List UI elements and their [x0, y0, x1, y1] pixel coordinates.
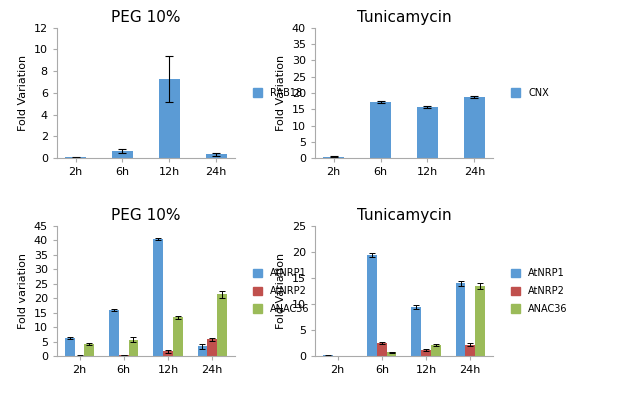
Bar	[411, 307, 421, 356]
Title: Tunicamycin: Tunicamycin	[356, 208, 451, 223]
Bar	[421, 350, 431, 356]
Bar	[207, 339, 217, 356]
Title: PEG 10%: PEG 10%	[111, 208, 181, 223]
Bar	[377, 343, 387, 356]
Title: Tunicamycin: Tunicamycin	[356, 10, 451, 25]
Bar	[119, 355, 129, 356]
Bar	[205, 154, 227, 158]
Bar	[154, 239, 163, 356]
Bar	[85, 344, 94, 356]
Legend: AtNRP1, AtNRP2, ANAC36: AtNRP1, AtNRP2, ANAC36	[248, 265, 313, 318]
Legend: CNX: CNX	[507, 84, 553, 102]
Bar	[217, 294, 227, 356]
Y-axis label: Fold variation: Fold variation	[18, 253, 28, 329]
Legend: AtNRP1, AtNRP2, ANAC36: AtNRP1, AtNRP2, ANAC36	[507, 265, 571, 318]
Bar	[323, 156, 344, 158]
Bar	[456, 284, 465, 356]
Bar	[109, 310, 119, 356]
Bar	[465, 345, 475, 356]
Bar	[163, 352, 173, 356]
Bar	[464, 97, 485, 158]
Bar	[129, 340, 138, 356]
Bar	[159, 79, 180, 158]
Bar	[65, 338, 75, 356]
Legend: RAB18: RAB18	[248, 84, 306, 102]
Bar	[475, 286, 485, 356]
Bar	[417, 107, 438, 158]
Bar	[431, 345, 441, 356]
Y-axis label: Fold Variation: Fold Variation	[18, 55, 28, 131]
Bar	[387, 352, 396, 356]
Bar	[367, 255, 377, 356]
Title: PEG 10%: PEG 10%	[111, 10, 181, 25]
Bar	[112, 151, 133, 158]
Y-axis label: Fold Variation: Fold Variation	[276, 55, 286, 131]
Y-axis label: Fold Variation: Fold Variation	[276, 253, 286, 329]
Bar	[65, 157, 86, 158]
Bar	[323, 355, 333, 356]
Bar	[370, 103, 391, 158]
Bar	[173, 317, 183, 356]
Bar	[198, 346, 207, 356]
